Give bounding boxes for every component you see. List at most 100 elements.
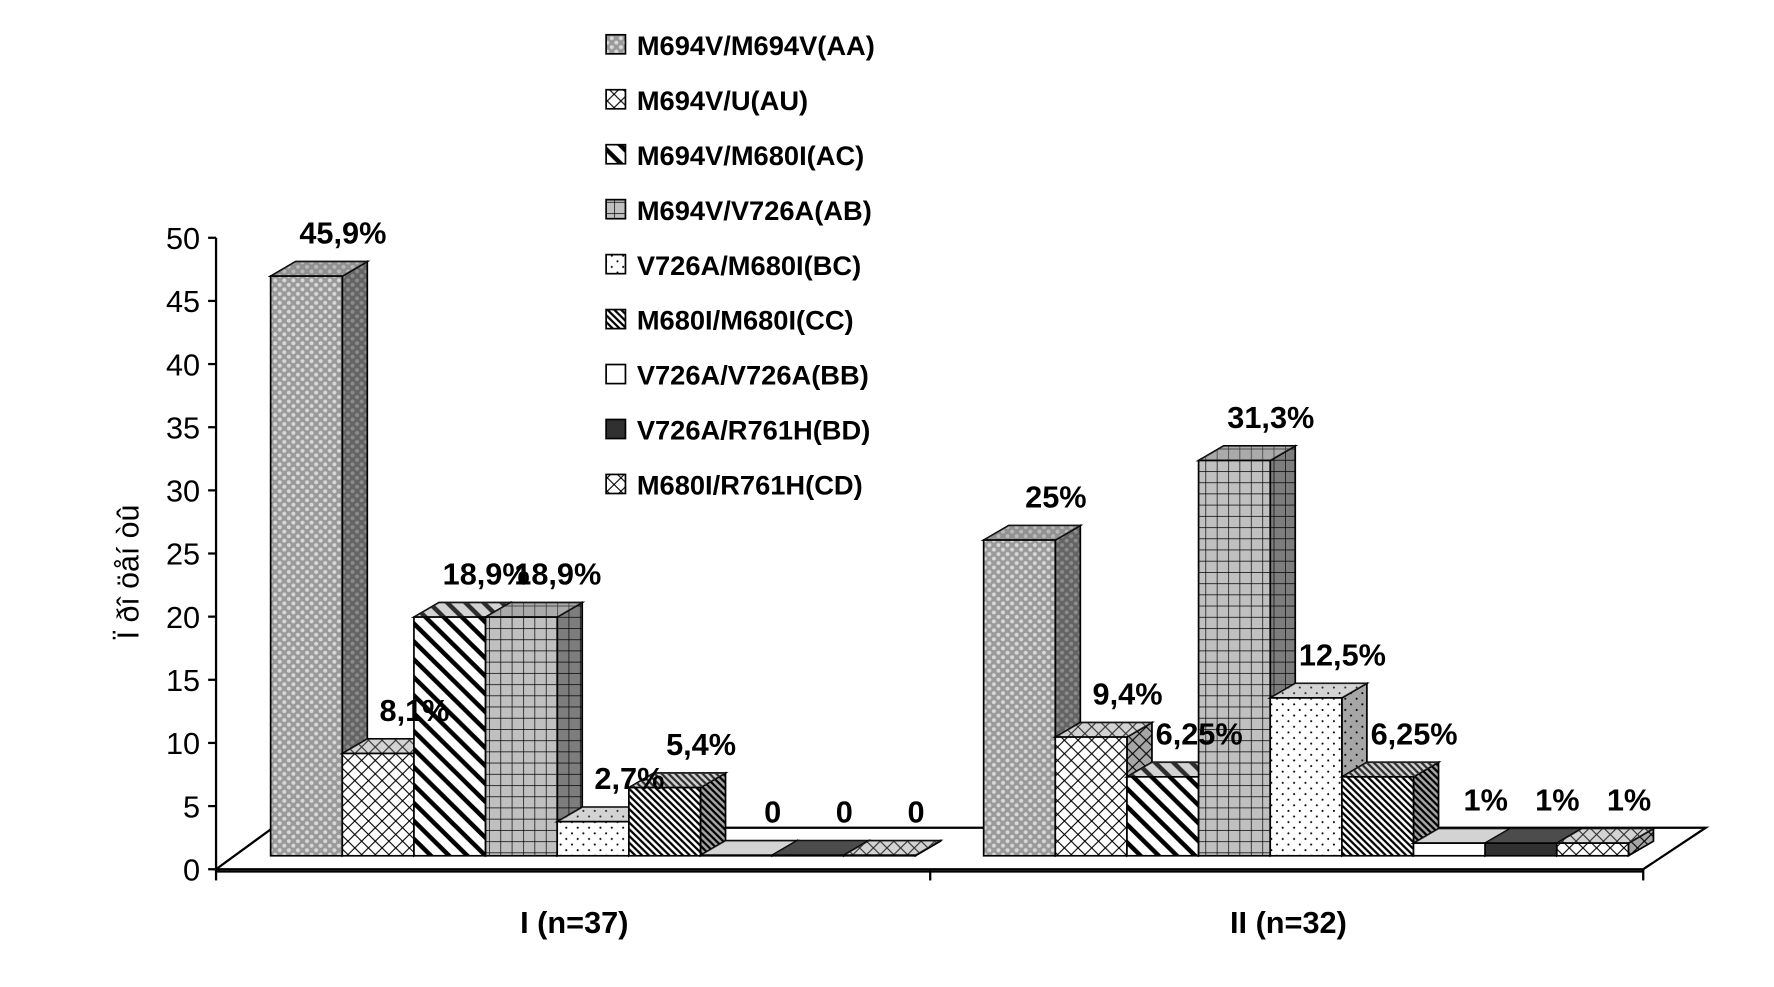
y-tick-label: 50	[166, 222, 200, 256]
data-label: 1%	[1607, 784, 1651, 818]
bar-top-shade	[1556, 828, 1654, 844]
bar-top-shade	[413, 602, 511, 618]
bar-front	[413, 616, 487, 857]
data-label: 9,4%	[1093, 678, 1163, 712]
y-tick-label: 30	[166, 475, 200, 509]
legend-swatch	[605, 363, 627, 385]
bar	[1338, 760, 1442, 858]
data-label: 6,25%	[1156, 718, 1243, 752]
y-axis-label: Ï ðî öåí òû	[112, 505, 146, 640]
legend-swatch	[605, 473, 627, 495]
legend-swatch	[605, 308, 627, 330]
bar-front	[982, 539, 1057, 857]
data-label: 0	[764, 796, 781, 830]
bar-top-shade	[485, 602, 583, 618]
y-tick-label: 25	[166, 538, 200, 572]
legend-item: V726A/V726A(BB)	[605, 360, 869, 391]
bar	[267, 260, 371, 858]
data-label: 18,9%	[443, 558, 530, 592]
bar-side-shade	[557, 602, 583, 856]
bar	[1553, 827, 1657, 858]
bar-top-shade	[843, 840, 941, 856]
bar-front	[1197, 459, 1272, 857]
legend-item: M680I/R761H(CD)	[605, 470, 863, 501]
data-labels: 45,9% 8,1% 18,9%18,9% 2,7%5,4% 0 0 0 25% 9,4% 6,2…	[299, 217, 1651, 830]
y-tick-label: 5	[183, 790, 200, 824]
x-category-label: II (n=32)	[1230, 906, 1347, 940]
data-label: 2,7%	[594, 762, 664, 796]
bar-front	[1269, 697, 1343, 857]
legend-label: M694V/M680I(AC)	[637, 140, 864, 171]
data-label: 0	[907, 796, 924, 830]
y-tick-label: 20	[166, 601, 200, 635]
x-category-label: I (n=37)	[520, 906, 628, 940]
y-tick-label: 15	[166, 664, 200, 698]
legend-label: M694V/U(AU)	[637, 85, 808, 116]
bar-front	[1412, 842, 1487, 857]
y-tick-label: 10	[166, 727, 200, 761]
data-label: 0	[836, 796, 853, 830]
bar	[840, 839, 944, 858]
legend: M694V/M694V(AA) M694V/U(AU) M694V/M680I(AC…	[605, 30, 875, 501]
bar	[625, 771, 729, 858]
data-label: 31,3%	[1227, 401, 1314, 435]
legend-item: V726A/M680I(BC)	[605, 250, 861, 281]
legend-label: V726A/R761H(BD)	[637, 415, 870, 446]
bar-front	[1126, 776, 1200, 857]
bar-front	[269, 275, 344, 857]
data-label: 5,4%	[666, 728, 736, 762]
bar-front	[1555, 842, 1630, 857]
data-label: 25%	[1025, 481, 1086, 515]
bar-front	[341, 752, 415, 857]
legend-item: M680I/M680I(CC)	[605, 305, 854, 336]
bar-front	[1484, 842, 1558, 857]
bar-side-shade	[342, 261, 368, 856]
legend-label: V726A/V726A(BB)	[637, 360, 869, 391]
bar-top-shade	[772, 840, 869, 856]
y-tick-label: 45	[166, 285, 200, 319]
bar-top-shade	[1055, 722, 1152, 738]
bar-front	[628, 786, 702, 857]
bar-front	[771, 854, 845, 857]
data-label: 1%	[1535, 784, 1579, 818]
data-label: 45,9%	[299, 217, 386, 251]
data-label: 8,1%	[380, 694, 450, 728]
bar-top-shade	[1485, 828, 1582, 844]
legend-swatch	[605, 143, 627, 165]
bar-front	[1341, 776, 1415, 857]
legend-label: M680I/M680I(CC)	[637, 305, 854, 336]
legend-item: M694V/U(AU)	[605, 85, 808, 116]
legend-swatch	[605, 418, 627, 440]
legend-label: M680I/R761H(CD)	[637, 470, 863, 501]
bars	[267, 260, 1657, 858]
legend-item: M694V/M680I(AC)	[605, 140, 864, 171]
axes: 0 5 10 15 20 25 30 35 40 45 50 I (n=37) II (n=32)	[166, 222, 1645, 940]
bar-side-shade	[700, 772, 726, 856]
bar-top-shade	[1341, 762, 1439, 777]
bar-top-shade	[983, 525, 1081, 541]
legend-label: M694V/V726A(AB)	[637, 195, 872, 226]
bar-top-shade	[628, 772, 726, 788]
bar-top-shade	[270, 261, 368, 277]
legend-item: V726A/R761H(BD)	[605, 415, 870, 446]
bar	[482, 601, 586, 858]
bar-top-shade	[1198, 445, 1296, 461]
bar-top-shade	[1270, 683, 1367, 698]
data-label: 6,25%	[1371, 718, 1458, 752]
legend-swatch	[605, 253, 627, 275]
bar-front	[842, 854, 917, 857]
bar-front	[699, 854, 773, 857]
data-label: 1%	[1464, 784, 1508, 818]
legend-swatch	[605, 198, 627, 220]
data-label: 12,5%	[1299, 639, 1386, 673]
bar-front	[556, 820, 630, 857]
legend-label: V726A/M680I(BC)	[637, 250, 861, 281]
bar-front	[484, 616, 559, 857]
y-tick-label: 35	[166, 412, 200, 446]
legend-swatch	[605, 33, 627, 55]
bar	[1195, 444, 1299, 858]
y-tick-label: 0	[183, 854, 200, 888]
bar-side-shade	[1628, 828, 1654, 856]
data-label: 18,9%	[514, 558, 601, 592]
